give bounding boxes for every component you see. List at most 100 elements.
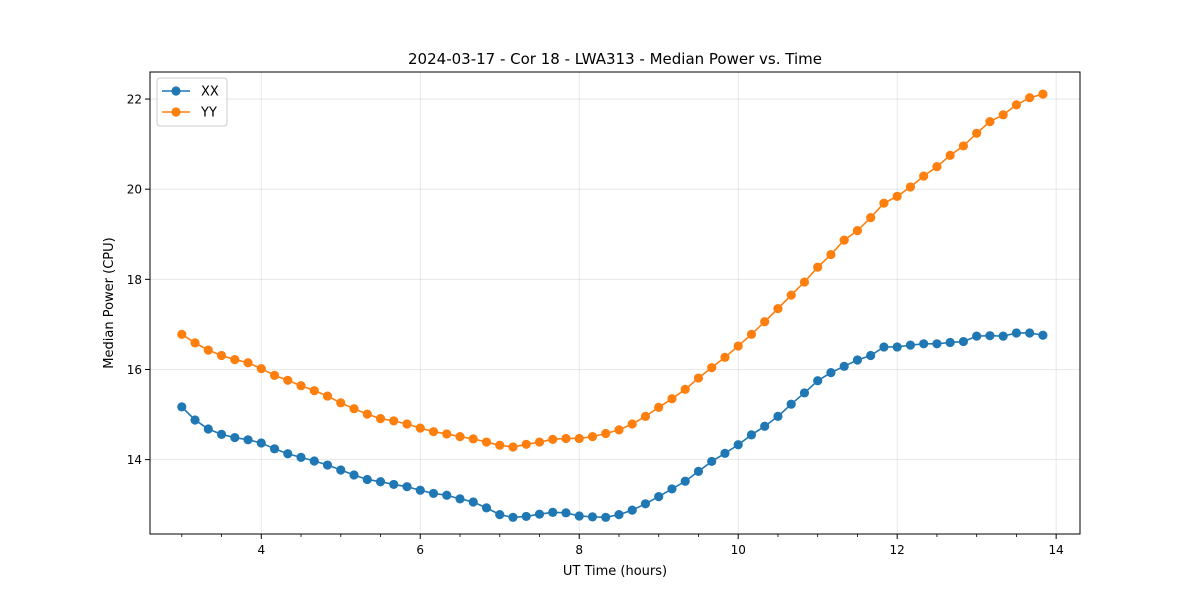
data-point-yy	[932, 162, 942, 172]
data-point-xx	[866, 350, 876, 361]
data-point-xx	[813, 376, 823, 386]
data-point-yy	[402, 419, 412, 429]
data-point-yy	[879, 198, 889, 208]
data-point-xx	[919, 339, 929, 349]
data-point-xx	[654, 491, 664, 502]
data-point-yy	[216, 350, 227, 361]
data-point-xx	[786, 399, 796, 409]
chart-title: 2024-03-17 - Cor 18 - LWA313 - Median Po…	[408, 50, 822, 68]
series-xx	[177, 328, 1048, 522]
data-point-xx	[985, 331, 995, 341]
data-point-yy	[905, 182, 916, 192]
data-point-yy	[243, 358, 253, 368]
data-point-yy	[468, 434, 478, 444]
data-point-yy	[587, 432, 598, 442]
data-point-xx	[296, 452, 306, 462]
data-point-yy	[177, 329, 187, 339]
data-point-yy	[296, 381, 306, 391]
data-point-yy	[866, 212, 876, 223]
data-point-xx	[693, 466, 704, 476]
data-point-xx	[601, 512, 611, 522]
data-point-xx	[495, 510, 505, 520]
data-point-yy	[945, 150, 955, 160]
data-point-xx	[455, 494, 465, 504]
data-point-xx	[481, 503, 492, 513]
y-tick-label: 16	[127, 363, 142, 377]
data-point-xx	[614, 510, 624, 520]
data-point-xx	[336, 465, 346, 475]
data-point-yy	[322, 391, 333, 401]
data-point-yy	[707, 363, 717, 373]
x-axis-ticks: 4 6 8 10 12 14	[181, 534, 1064, 557]
data-point-yy	[919, 171, 929, 181]
data-point-xx	[773, 411, 783, 421]
data-point-yy	[614, 425, 624, 435]
data-point-xx	[998, 331, 1008, 341]
legend-item-yy: YY	[162, 106, 217, 121]
data-point-xx	[1011, 328, 1022, 338]
data-point-xx	[216, 429, 227, 439]
data-point-xx	[1038, 330, 1048, 340]
data-point-yy	[786, 290, 796, 300]
y-tick-label: 14	[127, 453, 142, 467]
data-point-xx	[322, 460, 333, 470]
series-xx-line	[181, 332, 1044, 519]
legend-label-xx: XX	[201, 85, 219, 100]
data-point-xx	[548, 507, 558, 517]
data-point-xx	[892, 342, 902, 352]
series-yy-line	[181, 93, 1044, 448]
data-point-yy	[852, 226, 863, 236]
data-point-xx	[428, 488, 439, 499]
data-point-yy	[799, 277, 810, 287]
data-point-xx	[521, 511, 531, 522]
data-point-yy	[680, 384, 690, 394]
data-point-xx	[243, 435, 253, 445]
data-point-xx	[256, 438, 266, 448]
y-axis-ticks: 14 16 18 20 22	[127, 93, 150, 467]
data-point-yy	[958, 141, 969, 151]
y-axis-label: Median Power (CPU)	[102, 237, 117, 368]
x-tick-label: 6	[416, 543, 424, 557]
data-point-xx	[190, 415, 200, 425]
y-tick-label: 18	[127, 273, 142, 287]
data-point-xx	[1025, 328, 1035, 338]
legend-marker-yy	[171, 107, 181, 117]
data-point-yy	[1025, 93, 1035, 103]
data-point-xx	[958, 336, 969, 347]
data-point-yy	[521, 439, 531, 449]
data-point-xx	[905, 340, 916, 350]
data-point-xx	[309, 456, 319, 466]
data-point-yy	[256, 363, 266, 374]
data-point-yy	[349, 404, 359, 414]
data-point-yy	[375, 414, 386, 424]
data-point-yy	[561, 433, 571, 444]
legend-marker-xx	[171, 86, 181, 96]
plot-frame	[149, 71, 1081, 535]
data-point-xx	[760, 421, 770, 431]
data-point-yy	[389, 416, 399, 426]
data-point-xx	[587, 512, 598, 522]
x-tick-label: 14	[1049, 543, 1064, 557]
data-point-xx	[826, 368, 836, 378]
data-point-yy	[892, 191, 902, 202]
data-point-yy	[548, 434, 558, 444]
data-point-yy	[826, 249, 836, 260]
data-point-xx	[349, 470, 359, 480]
data-point-xx	[375, 477, 386, 487]
data-point-xx	[680, 476, 690, 486]
grid-lines	[150, 72, 1080, 534]
data-point-yy	[362, 409, 372, 419]
data-point-yy	[283, 375, 293, 385]
data-point-xx	[415, 485, 425, 495]
data-point-xx	[799, 388, 810, 398]
data-point-xx	[746, 430, 757, 440]
data-point-yy	[574, 433, 584, 444]
data-point-yy	[985, 116, 995, 127]
data-point-yy	[654, 402, 664, 412]
data-point-yy	[190, 338, 200, 348]
y-tick-label: 20	[127, 183, 142, 197]
data-point-xx	[707, 456, 717, 467]
data-point-xx	[852, 355, 863, 365]
x-axis-label: UT Time (hours)	[563, 564, 667, 579]
